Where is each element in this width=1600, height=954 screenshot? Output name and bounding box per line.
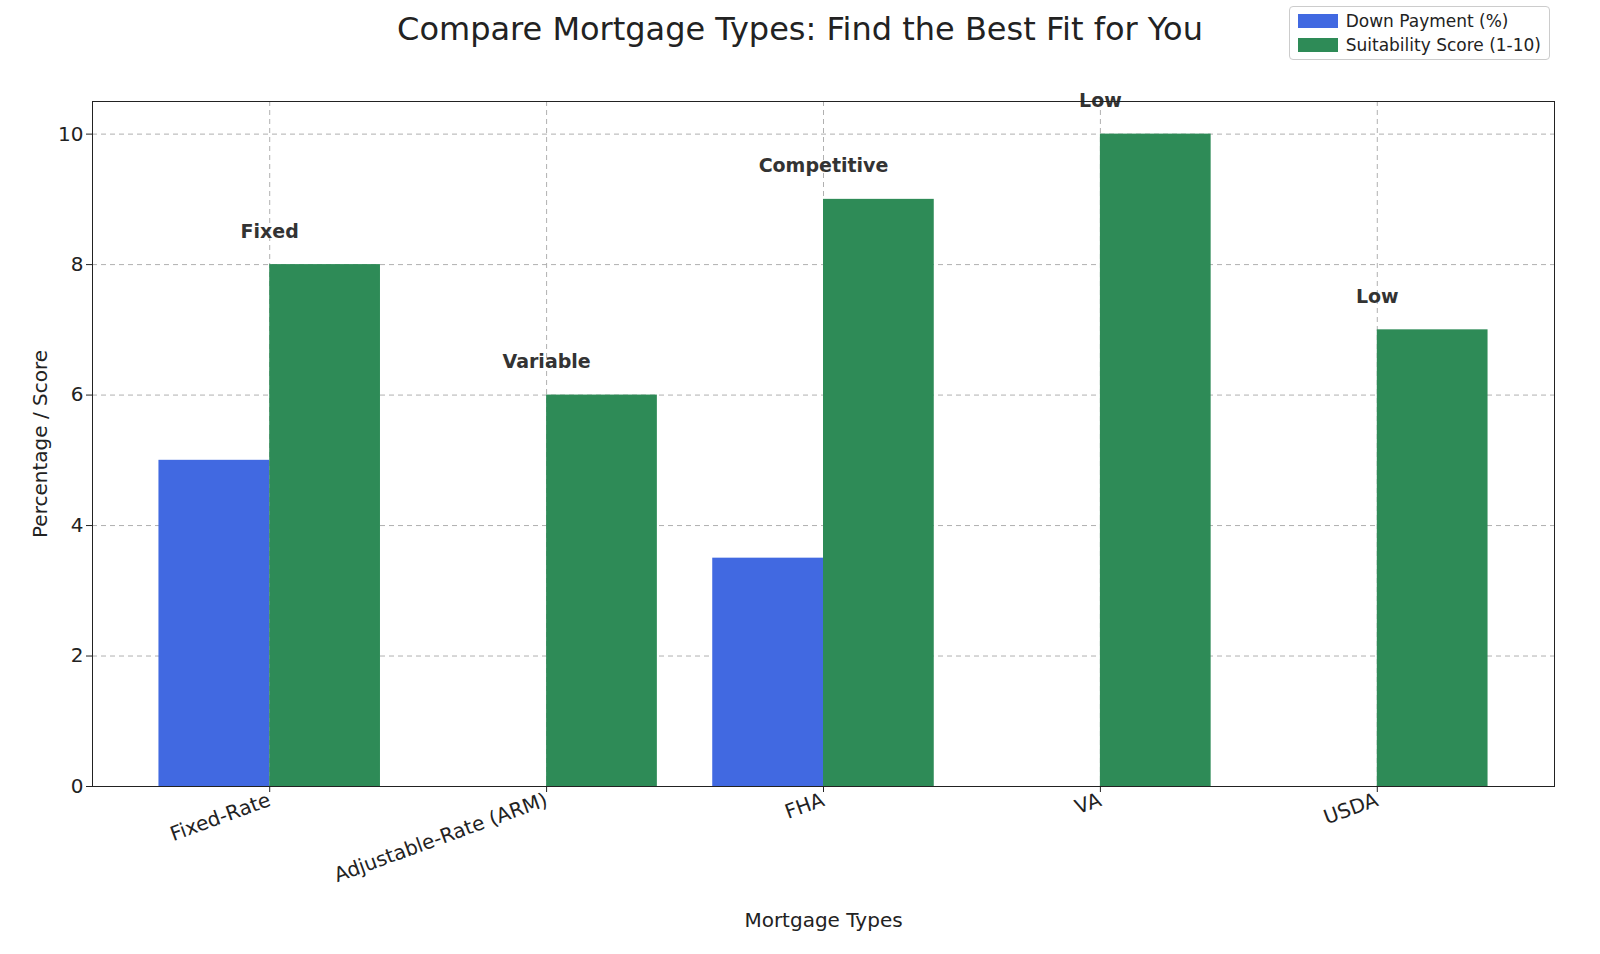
html-text:Compare Mortgage Types: Find t: Compare Mortgage Types: Find the Best Fi… xyxy=(397,10,1203,48)
svg-text:USDA: USDA xyxy=(1320,787,1381,829)
svg-text:2: 2 xyxy=(71,643,84,667)
svg-text:8: 8 xyxy=(71,252,84,276)
svg-text:VA: VA xyxy=(1072,787,1105,819)
svg-text:6: 6 xyxy=(71,382,84,406)
svg-text:0: 0 xyxy=(71,774,84,798)
svg-text:Fixed-Rate: Fixed-Rate xyxy=(167,787,274,845)
svg-text:Fixed: Fixed xyxy=(241,220,299,242)
svg-text:Low: Low xyxy=(1079,89,1122,111)
svg-text:Variable: Variable xyxy=(503,350,591,372)
svg-text:FHA: FHA xyxy=(781,787,827,823)
svg-text:10: 10 xyxy=(58,122,83,146)
svg-text:Percentage / Score: Percentage / Score xyxy=(28,350,52,538)
html-text:Suitability Score (1-10): Suitability Score (1-10) xyxy=(1345,35,1541,55)
html-text:Down Payment (%): Down Payment (%) xyxy=(1345,11,1509,31)
svg-text:Competitive: Competitive xyxy=(759,154,889,176)
svg-text:Low: Low xyxy=(1356,285,1399,307)
svg-text:Mortgage Types: Mortgage Types xyxy=(744,908,902,932)
svg-text:4: 4 xyxy=(71,513,84,537)
svg-text:Adjustable-Rate (ARM): Adjustable-Rate (ARM) xyxy=(331,787,551,887)
